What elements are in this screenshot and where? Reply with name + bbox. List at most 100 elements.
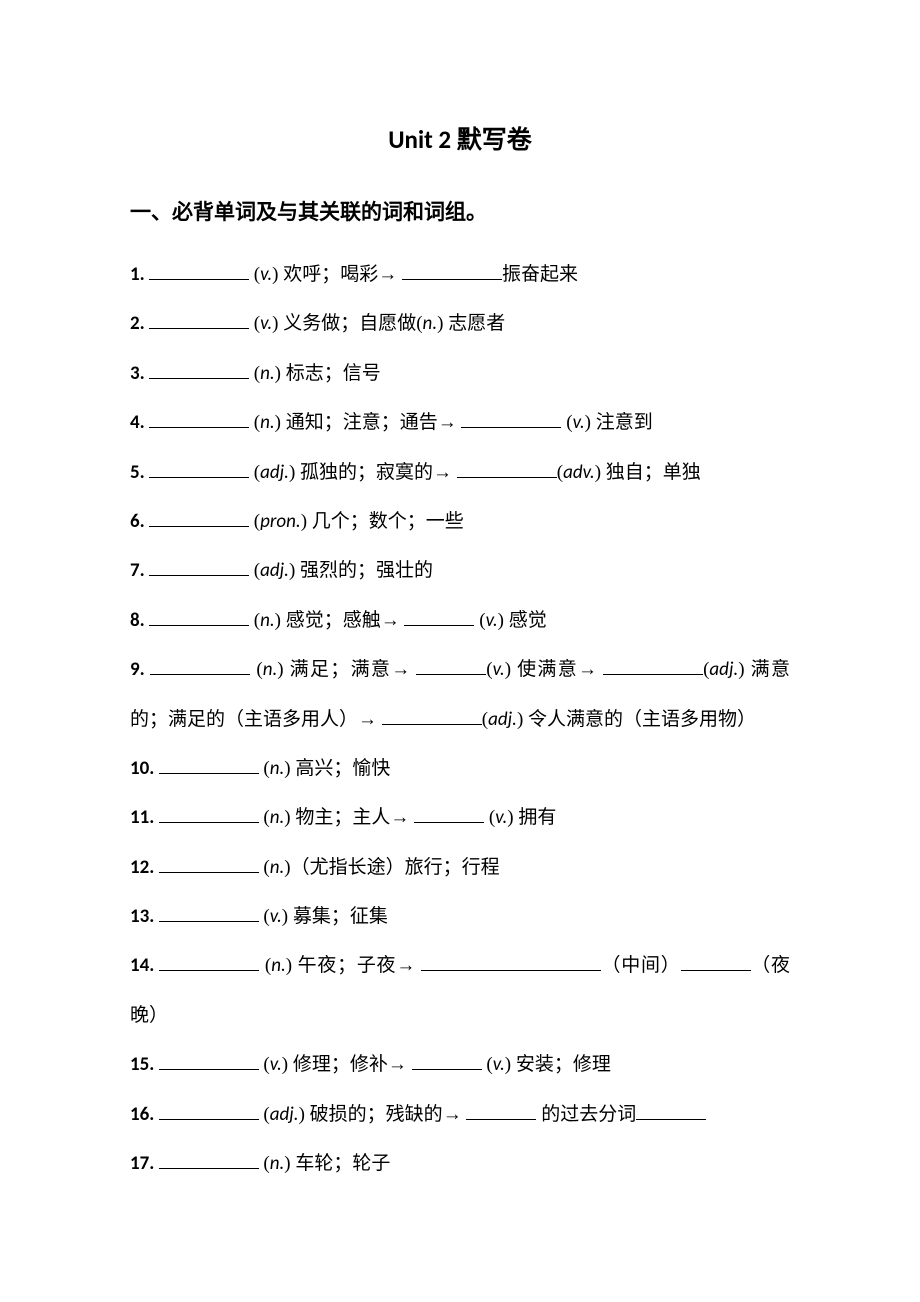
items-list: 1. (v.) 欢呼；喝彩→ 振奋起来2. (v.) 义务做；自愿做(n.) 志… xyxy=(130,250,790,1188)
item-number: 11. xyxy=(130,806,159,829)
vocab-item: 6. (pron.) 几个；数个；一些 xyxy=(130,497,790,546)
item-text: ( xyxy=(484,807,495,828)
fill-blank[interactable] xyxy=(402,261,502,280)
item-number: 3. xyxy=(130,362,149,385)
fill-blank[interactable] xyxy=(159,903,259,922)
item-text: ( xyxy=(561,412,572,433)
item-text: ( xyxy=(482,1054,493,1075)
fill-blank[interactable] xyxy=(414,804,484,823)
fill-blank[interactable] xyxy=(149,310,249,329)
arrow-icon: → xyxy=(381,610,400,631)
fill-blank[interactable] xyxy=(457,459,557,478)
item-text: ( xyxy=(250,659,262,680)
fill-blank[interactable] xyxy=(603,656,703,675)
fill-blank[interactable] xyxy=(416,656,486,675)
fill-blank[interactable] xyxy=(159,755,259,774)
part-of-speech: pron. xyxy=(260,510,301,533)
item-text: ) 感觉；感触 xyxy=(275,610,381,631)
arrow-icon: → xyxy=(388,1054,407,1075)
item-text: ) 强烈的；强壮的 xyxy=(289,560,433,581)
item-number: 7. xyxy=(130,559,149,582)
fill-blank[interactable] xyxy=(466,1101,536,1120)
fill-blank[interactable] xyxy=(149,459,249,478)
item-text: ) 几个；数个；一些 xyxy=(301,511,464,532)
item-text: ( xyxy=(259,1054,270,1075)
fill-blank[interactable] xyxy=(159,1101,259,1120)
item-text: ) 标志；信号 xyxy=(275,363,381,384)
fill-blank[interactable] xyxy=(159,1150,259,1169)
item-text: ) 满足；满意 xyxy=(277,659,391,680)
item-number: 13. xyxy=(130,905,159,928)
part-of-speech: n. xyxy=(423,312,438,335)
part-of-speech: v. xyxy=(573,411,585,434)
item-text: ( xyxy=(249,264,260,285)
part-of-speech: n. xyxy=(260,411,275,434)
part-of-speech: n. xyxy=(270,1152,285,1175)
part-of-speech: v. xyxy=(486,609,498,632)
fill-blank[interactable] xyxy=(149,557,249,576)
item-number: 2. xyxy=(130,312,149,335)
vocab-item: 15. (v.) 修理；修补→ (v.) 安装；修理 xyxy=(130,1040,790,1089)
fill-blank[interactable] xyxy=(150,656,250,675)
vocab-item: 4. (n.) 通知；注意；通告→ (v.) 注意到 xyxy=(130,398,790,447)
fill-blank[interactable] xyxy=(159,952,259,971)
part-of-speech: n. xyxy=(260,362,275,385)
part-of-speech: v. xyxy=(260,263,272,286)
item-text: ) 高兴；愉快 xyxy=(284,758,390,779)
vocab-item: 5. (adj.) 孤独的；寂寞的→ (adv.) 独自；单独 xyxy=(130,448,790,497)
item-text: ( xyxy=(474,610,485,631)
fill-blank[interactable] xyxy=(159,854,259,873)
item-text: ( xyxy=(249,412,260,433)
part-of-speech: adj. xyxy=(260,461,289,484)
item-number: 14. xyxy=(130,954,159,977)
fill-blank[interactable] xyxy=(159,1051,259,1070)
item-text: ( xyxy=(249,363,260,384)
page-title: Unit 2 默写卷 xyxy=(130,120,790,156)
vocab-item: 16. (adj.) 破损的；残缺的→ 的过去分词 xyxy=(130,1090,790,1139)
item-number: 9. xyxy=(130,658,150,681)
arrow-icon: → xyxy=(391,659,410,680)
fill-blank[interactable] xyxy=(421,952,601,971)
arrow-icon: → xyxy=(396,955,415,976)
fill-blank[interactable] xyxy=(404,607,474,626)
vocab-item: 14. (n.) 午夜；子夜→ （中间）（夜晚） xyxy=(130,941,790,1040)
item-number: 17. xyxy=(130,1152,159,1175)
vocab-item: 13. (v.) 募集；征集 xyxy=(130,892,790,941)
fill-blank[interactable] xyxy=(149,261,249,280)
fill-blank[interactable] xyxy=(149,409,249,428)
fill-blank[interactable] xyxy=(382,706,482,725)
item-number: 5. xyxy=(130,461,149,484)
item-text: ( xyxy=(259,1104,270,1125)
arrow-icon: → xyxy=(443,1104,462,1125)
item-text: ) 注意到 xyxy=(585,412,653,433)
fill-blank[interactable] xyxy=(159,804,259,823)
part-of-speech: v. xyxy=(270,905,282,928)
item-text: ) 感觉 xyxy=(498,610,547,631)
item-text: ) 拥有 xyxy=(507,807,556,828)
fill-blank[interactable] xyxy=(412,1051,482,1070)
part-of-speech: adv. xyxy=(563,461,595,484)
vocab-item: 10. (n.) 高兴；愉快 xyxy=(130,744,790,793)
fill-blank[interactable] xyxy=(636,1101,706,1120)
item-text: ) 欢呼；喝彩 xyxy=(272,264,378,285)
vocab-item: 9. (n.) 满足；满意→ (v.) 使满意→ (adj.) 满意的；满足的（… xyxy=(130,645,790,744)
item-text: ) 修理；修补 xyxy=(282,1054,388,1075)
vocab-item: 2. (v.) 义务做；自愿做(n.) 志愿者 xyxy=(130,299,790,348)
item-number: 12. xyxy=(130,856,159,879)
part-of-speech: v. xyxy=(495,806,507,829)
fill-blank[interactable] xyxy=(149,508,249,527)
fill-blank[interactable] xyxy=(149,360,249,379)
part-of-speech: v. xyxy=(493,1053,505,1076)
item-text: ( xyxy=(259,1153,270,1174)
part-of-speech: v. xyxy=(270,1053,282,1076)
item-text: （中间） xyxy=(601,955,681,976)
fill-blank[interactable] xyxy=(149,607,249,626)
arrow-icon: → xyxy=(438,412,457,433)
fill-blank[interactable] xyxy=(461,409,561,428)
fill-blank[interactable] xyxy=(681,952,751,971)
part-of-speech: v. xyxy=(493,658,505,681)
part-of-speech: v. xyxy=(260,312,272,335)
item-text: ) 令人满意的（主语多用物） xyxy=(517,709,756,730)
item-text: ( xyxy=(249,462,260,483)
part-of-speech: adj. xyxy=(270,1103,299,1126)
